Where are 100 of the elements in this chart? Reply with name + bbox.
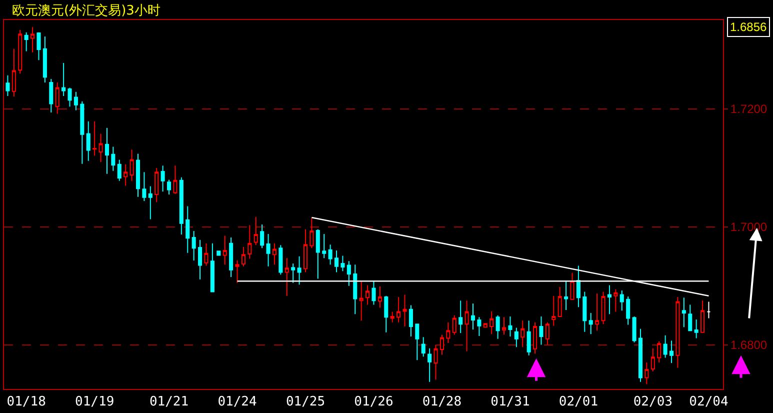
candlestick bbox=[408, 304, 413, 338]
candlestick bbox=[278, 244, 283, 276]
candlestick bbox=[49, 78, 54, 114]
candlestick bbox=[36, 32, 41, 61]
candlestick bbox=[446, 322, 450, 344]
candlestick bbox=[545, 322, 550, 346]
candlestick bbox=[254, 216, 258, 246]
x-tick-label: 02/01 bbox=[558, 394, 598, 410]
x-tick-label: 01/28 bbox=[422, 394, 462, 410]
candlestick bbox=[415, 323, 420, 361]
candlestick bbox=[272, 242, 276, 266]
candlestick bbox=[130, 149, 134, 182]
candlestick bbox=[570, 272, 574, 300]
candlestick bbox=[179, 176, 184, 236]
candlestick bbox=[508, 316, 512, 338]
candlestick bbox=[68, 87, 72, 108]
candlestick bbox=[601, 291, 606, 325]
candlestick bbox=[582, 291, 587, 332]
candlestick bbox=[483, 323, 488, 328]
candlestick bbox=[458, 300, 463, 334]
candlestick bbox=[186, 206, 190, 254]
candlestick bbox=[124, 164, 128, 186]
candlestick bbox=[291, 262, 296, 284]
candlestick bbox=[248, 224, 252, 260]
candlestick bbox=[210, 242, 214, 292]
candlestick bbox=[42, 36, 47, 83]
candlestick bbox=[688, 304, 692, 332]
candlestick bbox=[167, 179, 172, 195]
x-tick-label: 02/04 bbox=[689, 394, 728, 410]
candlestick bbox=[154, 167, 159, 203]
candlestick bbox=[626, 296, 630, 326]
candlestick bbox=[74, 91, 78, 111]
candlestick bbox=[334, 250, 339, 273]
candlestick bbox=[372, 280, 376, 306]
candlestick bbox=[700, 300, 705, 333]
candlestick bbox=[359, 280, 364, 322]
candlestick bbox=[490, 310, 494, 335]
candlestick bbox=[55, 82, 60, 114]
candlestick bbox=[322, 233, 326, 259]
candlestick bbox=[316, 228, 320, 280]
candlestick bbox=[378, 286, 382, 308]
candlestick bbox=[588, 312, 593, 335]
candlestick bbox=[192, 230, 196, 261]
candlestick bbox=[284, 258, 289, 296]
candlestick bbox=[706, 301, 711, 319]
candlestick bbox=[204, 242, 208, 266]
candlestick bbox=[502, 316, 506, 336]
candlestick bbox=[657, 340, 662, 363]
candlestick bbox=[676, 296, 680, 368]
candlestick bbox=[576, 265, 580, 308]
candlestick bbox=[86, 120, 90, 162]
chart-title: 欧元澳元(外汇交易)3小时 bbox=[12, 2, 160, 19]
x-tick-label: 01/21 bbox=[149, 394, 189, 410]
candlestick bbox=[520, 320, 525, 348]
x-tick-label: 01/25 bbox=[286, 394, 326, 410]
candlestick bbox=[328, 244, 332, 266]
candlestick bbox=[434, 344, 438, 380]
candlestick bbox=[384, 295, 388, 333]
candlestick bbox=[464, 300, 469, 352]
candlestick bbox=[564, 280, 568, 311]
candlestick bbox=[303, 228, 308, 273]
candlestick bbox=[428, 348, 432, 382]
candlestick bbox=[260, 224, 264, 249]
candlestick bbox=[235, 260, 240, 284]
candlestick bbox=[644, 362, 649, 385]
candlestick bbox=[353, 264, 358, 315]
candlestick bbox=[632, 316, 636, 343]
candlestick bbox=[539, 316, 544, 346]
y-tick-label: 1.6800 bbox=[730, 338, 768, 352]
x-tick-label: 01/18 bbox=[6, 394, 46, 410]
candlestick bbox=[173, 165, 178, 194]
candlestick bbox=[440, 334, 444, 356]
candlestick bbox=[470, 303, 476, 330]
candlestick bbox=[396, 296, 401, 323]
candlestick bbox=[216, 250, 221, 256]
candlestick bbox=[496, 314, 500, 340]
candlestick bbox=[104, 127, 109, 174]
candlestick bbox=[24, 32, 28, 52]
candlestick bbox=[98, 133, 103, 163]
candlestick bbox=[650, 348, 655, 372]
x-tick-label: 02/03 bbox=[633, 394, 672, 410]
candlestick bbox=[533, 322, 538, 354]
candlestick bbox=[366, 284, 370, 306]
candlestick bbox=[111, 146, 116, 172]
candlestick bbox=[552, 295, 556, 326]
candlestick bbox=[682, 297, 686, 328]
x-tick-label: 01/19 bbox=[75, 394, 114, 410]
x-tick-label: 01/31 bbox=[490, 394, 530, 410]
candlestick bbox=[340, 255, 345, 272]
candlestick bbox=[402, 294, 407, 328]
candlestick bbox=[638, 328, 643, 382]
candlestick bbox=[241, 246, 246, 267]
candlestick bbox=[160, 165, 165, 192]
text: 1.6856 bbox=[730, 20, 768, 34]
candlestick bbox=[136, 153, 140, 198]
candlestick bbox=[142, 172, 146, 202]
y-tick-label: 1.7000 bbox=[730, 220, 768, 234]
candlestick bbox=[694, 318, 698, 339]
candlestick bbox=[117, 159, 122, 182]
candlestick bbox=[198, 239, 202, 280]
